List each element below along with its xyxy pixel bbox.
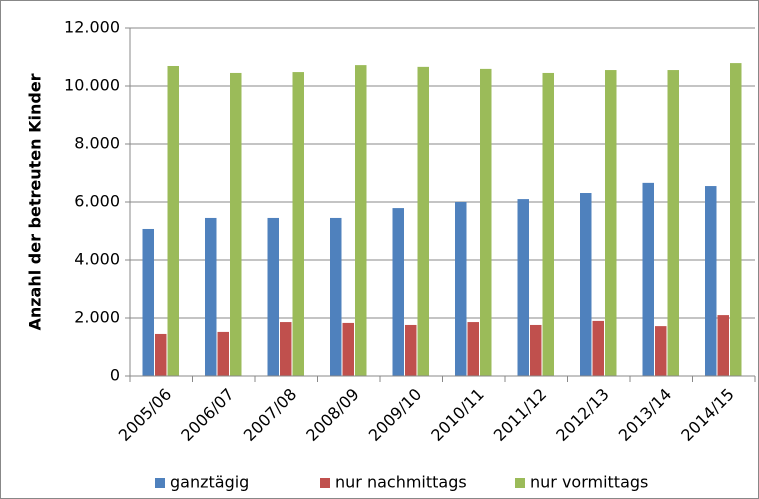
bar [230,72,242,376]
bar [392,208,404,376]
bar [342,322,354,376]
y-axis-label: Anzahl der betreuten Kinder [26,73,45,330]
bar [705,186,717,376]
y-tick-label: 4.000 [74,250,120,269]
legend-label: nur nachmittags [335,473,467,492]
bar [280,322,292,376]
legend-label: ganztägig [170,473,249,492]
bar [580,193,592,376]
bar [667,70,679,377]
bar [717,315,729,376]
y-tick-label: 12.000 [64,18,120,37]
bar [330,217,342,376]
bar [142,228,154,376]
bar [480,68,492,376]
bar [405,324,417,376]
bar [417,66,429,377]
y-tick-label: 6.000 [74,192,120,211]
bar [655,326,667,376]
legend-swatch [515,478,525,488]
legend-label: nur vormittags [530,473,648,492]
bar [605,70,617,377]
bar [530,324,542,376]
bar [517,199,529,376]
legend-swatch [155,478,165,488]
bar [167,65,179,377]
y-tick-label: 2.000 [74,308,120,327]
y-tick-label: 8.000 [74,134,120,153]
bar [205,217,217,376]
bar [217,331,229,376]
bar [455,202,467,376]
bar [155,333,167,376]
legend-swatch [320,478,330,488]
bar [267,217,279,376]
y-tick-label: 0 [110,366,120,385]
bar [292,72,304,376]
bar [542,72,554,376]
bar [642,182,654,376]
bar [730,63,742,377]
y-tick-label: 10.000 [64,76,120,95]
bar [467,322,479,376]
bar [355,65,367,377]
bar [592,320,604,376]
